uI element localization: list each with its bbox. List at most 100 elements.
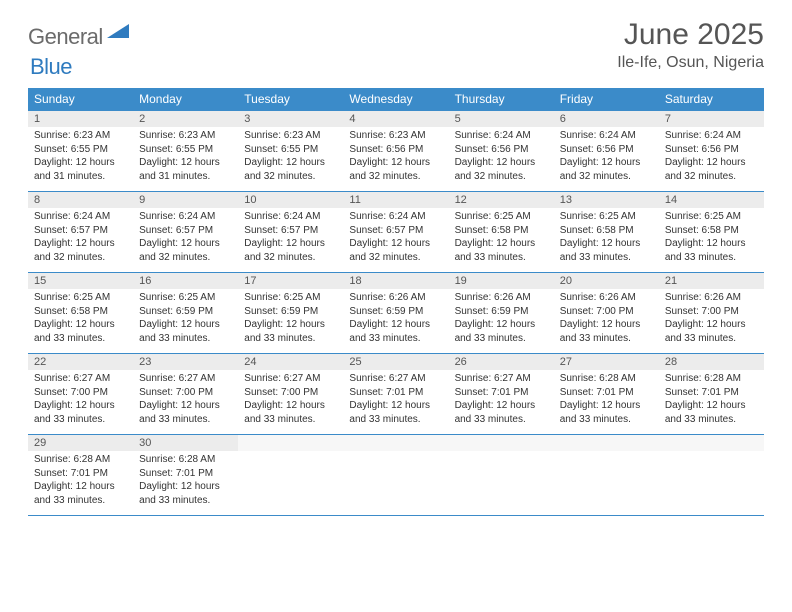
- day-number-cell: 2: [133, 111, 238, 128]
- sunset-text: Sunset: 6:58 PM: [455, 224, 548, 238]
- week-number-row: 891011121314: [28, 192, 764, 209]
- daylight-text: Daylight: 12 hours and 33 minutes.: [34, 318, 127, 345]
- day-number-cell: 25: [343, 354, 448, 371]
- day-number-cell: 29: [28, 435, 133, 452]
- day-number-cell: 8: [28, 192, 133, 209]
- sunset-text: Sunset: 6:58 PM: [34, 305, 127, 319]
- sunrise-text: Sunrise: 6:23 AM: [349, 129, 442, 143]
- sunrise-text: Sunrise: 6:26 AM: [560, 291, 653, 305]
- daylight-text: Daylight: 12 hours and 33 minutes.: [349, 318, 442, 345]
- sunset-text: Sunset: 6:59 PM: [349, 305, 442, 319]
- dayhead-fri: Friday: [554, 88, 659, 111]
- day-number-cell: 1: [28, 111, 133, 128]
- sunrise-text: Sunrise: 6:25 AM: [455, 210, 548, 224]
- daylight-text: Daylight: 12 hours and 32 minutes.: [139, 237, 232, 264]
- day-number-cell: 20: [554, 273, 659, 290]
- calendar-table: Sunday Monday Tuesday Wednesday Thursday…: [28, 88, 764, 516]
- dayhead-wed: Wednesday: [343, 88, 448, 111]
- week-number-row: 1234567: [28, 111, 764, 128]
- day-detail-cell: [238, 451, 343, 516]
- day-detail-cell: Sunrise: 6:24 AMSunset: 6:57 PMDaylight:…: [133, 208, 238, 273]
- day-detail-cell: Sunrise: 6:28 AMSunset: 7:01 PMDaylight:…: [28, 451, 133, 516]
- day-number-cell: 28: [659, 354, 764, 371]
- sunrise-text: Sunrise: 6:27 AM: [34, 372, 127, 386]
- sunset-text: Sunset: 7:01 PM: [139, 467, 232, 481]
- daylight-text: Daylight: 12 hours and 33 minutes.: [560, 399, 653, 426]
- sunrise-text: Sunrise: 6:24 AM: [455, 129, 548, 143]
- sunrise-text: Sunrise: 6:27 AM: [139, 372, 232, 386]
- day-number-cell: 18: [343, 273, 448, 290]
- sunrise-text: Sunrise: 6:24 AM: [244, 210, 337, 224]
- daylight-text: Daylight: 12 hours and 33 minutes.: [34, 480, 127, 507]
- sunset-text: Sunset: 6:59 PM: [139, 305, 232, 319]
- day-detail-cell: Sunrise: 6:26 AMSunset: 7:00 PMDaylight:…: [659, 289, 764, 354]
- day-number-cell: 19: [449, 273, 554, 290]
- day-detail-cell: Sunrise: 6:25 AMSunset: 6:58 PMDaylight:…: [659, 208, 764, 273]
- day-number-cell: [343, 435, 448, 452]
- day-detail-cell: Sunrise: 6:26 AMSunset: 6:59 PMDaylight:…: [343, 289, 448, 354]
- day-detail-cell: Sunrise: 6:25 AMSunset: 6:59 PMDaylight:…: [238, 289, 343, 354]
- dayhead-thu: Thursday: [449, 88, 554, 111]
- dayhead-sun: Sunday: [28, 88, 133, 111]
- week-detail-row: Sunrise: 6:24 AMSunset: 6:57 PMDaylight:…: [28, 208, 764, 273]
- day-number-cell: 5: [449, 111, 554, 128]
- day-detail-cell: Sunrise: 6:24 AMSunset: 6:56 PMDaylight:…: [659, 127, 764, 192]
- day-number-cell: 12: [449, 192, 554, 209]
- day-number-cell: 27: [554, 354, 659, 371]
- sunset-text: Sunset: 7:00 PM: [139, 386, 232, 400]
- sunrise-text: Sunrise: 6:28 AM: [139, 453, 232, 467]
- day-number-cell: 14: [659, 192, 764, 209]
- sunrise-text: Sunrise: 6:24 AM: [560, 129, 653, 143]
- daylight-text: Daylight: 12 hours and 33 minutes.: [34, 399, 127, 426]
- day-detail-cell: [343, 451, 448, 516]
- daylight-text: Daylight: 12 hours and 33 minutes.: [455, 318, 548, 345]
- daylight-text: Daylight: 12 hours and 32 minutes.: [349, 156, 442, 183]
- day-number-cell: 9: [133, 192, 238, 209]
- day-number-cell: 16: [133, 273, 238, 290]
- logo: General: [28, 18, 131, 50]
- day-number-cell: 30: [133, 435, 238, 452]
- daylight-text: Daylight: 12 hours and 33 minutes.: [665, 237, 758, 264]
- daylight-text: Daylight: 12 hours and 33 minutes.: [139, 399, 232, 426]
- sunset-text: Sunset: 6:59 PM: [244, 305, 337, 319]
- sunset-text: Sunset: 7:01 PM: [34, 467, 127, 481]
- daylight-text: Daylight: 12 hours and 31 minutes.: [34, 156, 127, 183]
- daylight-text: Daylight: 12 hours and 33 minutes.: [139, 480, 232, 507]
- sunset-text: Sunset: 7:00 PM: [560, 305, 653, 319]
- day-header-row: Sunday Monday Tuesday Wednesday Thursday…: [28, 88, 764, 111]
- daylight-text: Daylight: 12 hours and 31 minutes.: [139, 156, 232, 183]
- sunset-text: Sunset: 6:57 PM: [139, 224, 232, 238]
- day-number-cell: 23: [133, 354, 238, 371]
- sunrise-text: Sunrise: 6:27 AM: [244, 372, 337, 386]
- dayhead-mon: Monday: [133, 88, 238, 111]
- day-number-cell: 22: [28, 354, 133, 371]
- day-number-cell: [554, 435, 659, 452]
- day-detail-cell: Sunrise: 6:23 AMSunset: 6:55 PMDaylight:…: [28, 127, 133, 192]
- sunset-text: Sunset: 6:56 PM: [560, 143, 653, 157]
- day-number-cell: 11: [343, 192, 448, 209]
- day-detail-cell: Sunrise: 6:23 AMSunset: 6:55 PMDaylight:…: [238, 127, 343, 192]
- day-number-cell: 26: [449, 354, 554, 371]
- dayhead-tue: Tuesday: [238, 88, 343, 111]
- day-detail-cell: [659, 451, 764, 516]
- sunset-text: Sunset: 6:56 PM: [455, 143, 548, 157]
- logo-text-blue: Blue: [30, 54, 72, 79]
- day-detail-cell: Sunrise: 6:23 AMSunset: 6:56 PMDaylight:…: [343, 127, 448, 192]
- day-detail-cell: Sunrise: 6:24 AMSunset: 6:57 PMDaylight:…: [343, 208, 448, 273]
- day-number-cell: 17: [238, 273, 343, 290]
- sunset-text: Sunset: 6:56 PM: [665, 143, 758, 157]
- sunset-text: Sunset: 7:00 PM: [244, 386, 337, 400]
- daylight-text: Daylight: 12 hours and 32 minutes.: [244, 237, 337, 264]
- day-detail-cell: Sunrise: 6:27 AMSunset: 7:00 PMDaylight:…: [28, 370, 133, 435]
- daylight-text: Daylight: 12 hours and 32 minutes.: [455, 156, 548, 183]
- day-detail-cell: Sunrise: 6:24 AMSunset: 6:56 PMDaylight:…: [449, 127, 554, 192]
- daylight-text: Daylight: 12 hours and 33 minutes.: [244, 318, 337, 345]
- sunrise-text: Sunrise: 6:25 AM: [34, 291, 127, 305]
- sunset-text: Sunset: 6:57 PM: [349, 224, 442, 238]
- daylight-text: Daylight: 12 hours and 33 minutes.: [665, 318, 758, 345]
- week-number-row: 22232425262728: [28, 354, 764, 371]
- sunrise-text: Sunrise: 6:23 AM: [34, 129, 127, 143]
- sunset-text: Sunset: 6:59 PM: [455, 305, 548, 319]
- week-detail-row: Sunrise: 6:27 AMSunset: 7:00 PMDaylight:…: [28, 370, 764, 435]
- daylight-text: Daylight: 12 hours and 33 minutes.: [455, 237, 548, 264]
